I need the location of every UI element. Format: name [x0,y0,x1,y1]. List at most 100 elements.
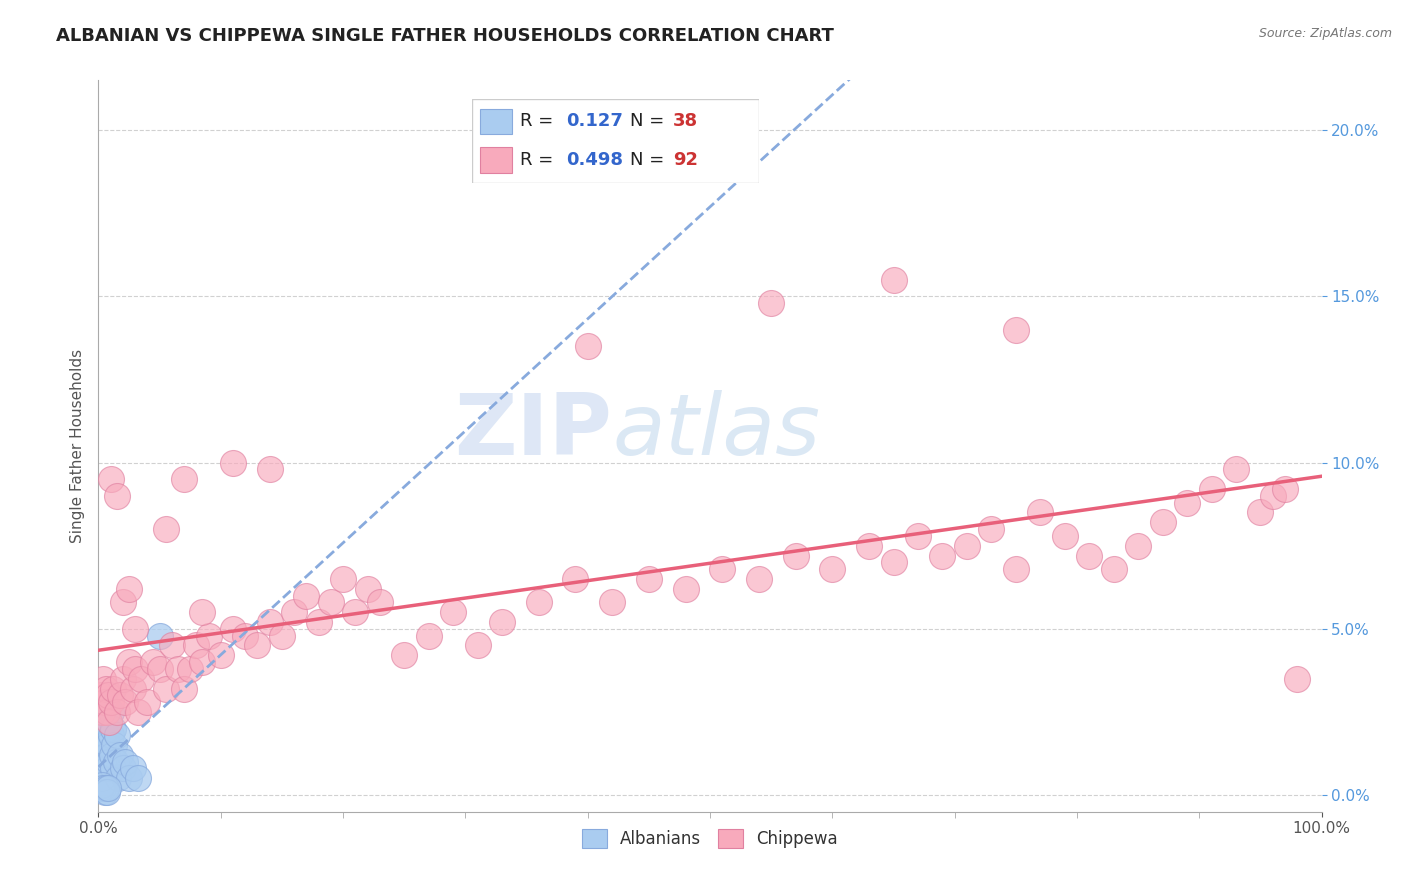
Point [883,273,905,287]
Point [527,595,550,609]
Point [91,772,114,786]
Point [186,639,208,653]
Point [97,689,120,703]
Point [127,705,149,719]
Point [129,672,152,686]
Y-axis label: Single Father Households: Single Father Households [69,349,84,543]
Point [97,762,120,776]
Point [101,762,124,776]
Point [1274,482,1296,496]
Point [118,772,141,786]
Point [104,755,127,769]
Point [121,681,143,696]
Point [858,539,880,553]
Point [91,755,114,769]
Point [209,648,232,663]
Point [97,781,120,796]
Point [1029,506,1052,520]
Point [1201,482,1223,496]
Legend: Albanians, Chippewa: Albanians, Chippewa [575,822,845,855]
Point [100,705,122,719]
Point [97,738,120,752]
Point [1225,462,1247,476]
Point [980,522,1002,536]
Point [91,748,114,763]
Point [259,462,281,476]
Point [98,714,121,729]
Point [564,572,586,586]
Point [467,639,489,653]
Point [94,781,117,796]
Point [392,648,416,663]
Point [907,529,929,543]
Point [121,762,143,776]
Point [675,582,697,596]
Point [98,755,121,769]
Point [821,562,844,576]
Point [173,681,195,696]
Point [576,339,599,353]
Point [748,572,770,586]
Point [222,622,245,636]
Point [149,628,172,642]
Point [1053,529,1076,543]
Point [149,662,172,676]
Text: Source: ZipAtlas.com: Source: ZipAtlas.com [1258,27,1392,40]
Point [101,722,124,736]
Point [1152,516,1174,530]
Point [1102,562,1125,576]
Point [637,572,661,586]
Point [91,781,114,796]
Point [96,722,118,736]
Point [1249,506,1271,520]
Point [103,738,125,752]
Point [155,681,177,696]
Point [124,622,146,636]
Point [368,595,391,609]
Point [93,695,115,709]
Point [319,595,342,609]
Point [105,705,128,719]
Point [111,762,134,776]
Point [118,582,141,596]
Point [96,748,118,763]
Point [883,555,905,569]
Point [107,772,129,786]
Point [308,615,330,630]
Point [110,689,132,703]
Point [114,695,136,709]
Text: ZIP: ZIP [454,390,612,473]
Point [90,762,112,776]
Point [1078,549,1101,563]
Point [93,714,115,729]
Point [136,695,159,709]
Point [155,522,177,536]
Point [761,296,783,310]
Point [101,748,124,763]
Point [111,672,134,686]
Point [124,662,146,676]
Point [1175,495,1198,509]
Point [711,562,734,576]
Point [179,662,201,676]
Point [118,655,141,669]
Point [197,628,219,642]
Point [1004,562,1026,576]
Point [114,755,136,769]
Point [1286,672,1309,686]
Point [173,472,195,486]
Point [100,472,122,486]
Point [100,728,122,742]
Point [93,695,115,709]
Point [167,662,190,676]
Point [441,605,464,619]
Point [1128,539,1150,553]
Point [94,705,117,719]
Point [344,605,367,619]
Point [785,549,807,563]
Point [356,582,378,596]
Text: atlas: atlas [612,390,820,473]
Point [283,605,305,619]
Point [270,628,294,642]
Point [295,589,318,603]
